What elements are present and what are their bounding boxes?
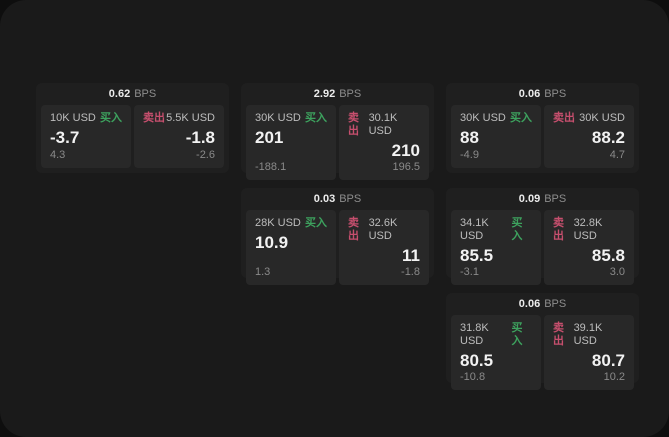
card-header: 0.06 BPS	[446, 293, 639, 315]
card-header: 0.03 BPS	[241, 188, 434, 210]
bps-unit-label: BPS	[544, 88, 567, 100]
bps-value: 2.92	[313, 88, 336, 100]
buy-amount: 30K USD	[255, 112, 301, 124]
buy-tile[interactable]: 10K USD 买入 -3.7 4.3	[41, 105, 131, 168]
buy-amount: 30K USD	[460, 112, 506, 124]
buy-price: 80.5	[460, 351, 494, 370]
buy-delta: -4.9	[460, 149, 479, 161]
quote-card: 0.06 BPS 31.8K USD 买入 80.5 -10.8 卖出 39.1…	[446, 293, 639, 390]
bps-unit-label: BPS	[544, 298, 567, 310]
buy-amount: 34.1K USD	[460, 217, 489, 242]
sell-delta: -1.8	[401, 266, 420, 278]
buy-delta: -10.8	[460, 371, 486, 383]
buy-price: -3.7	[50, 128, 80, 147]
buy-delta: -3.1	[460, 266, 479, 278]
sell-tile[interactable]: 卖出 32.8K USD 85.8 3.0	[544, 210, 634, 285]
buy-tile[interactable]: 30K USD 买入 201 -188.1	[246, 105, 336, 180]
buy-label: 买入	[100, 112, 122, 124]
sell-amount: 30K USD	[579, 112, 625, 124]
buy-label: 买入	[511, 322, 523, 347]
buy-delta: 4.3	[50, 149, 66, 161]
sell-delta: 196.5	[392, 161, 420, 173]
buy-tile[interactable]: 34.1K USD 买入 85.5 -3.1	[451, 210, 541, 285]
sell-price: 85.8	[591, 246, 625, 265]
buy-label: 买入	[305, 112, 327, 124]
quote-card: 2.92 BPS 30K USD 买入 201 -188.1 卖出 30.1K …	[241, 83, 434, 180]
card-header: 0.06 BPS	[446, 83, 639, 105]
bps-value: 0.06	[518, 88, 541, 100]
sell-price: 210	[391, 141, 420, 160]
sell-delta: -2.6	[196, 149, 215, 161]
sell-label: 卖出	[553, 322, 564, 347]
sell-amount: 39.1K USD	[573, 322, 603, 347]
sell-tile[interactable]: 卖出 32.6K USD 11 -1.8	[339, 210, 429, 285]
sell-tile[interactable]: 卖出 30K USD 88.2 4.7	[544, 105, 634, 168]
quote-card: 0.62 BPS 10K USD 买入 -3.7 4.3 卖出 5.5K USD…	[36, 83, 229, 173]
buy-price: 10.9	[255, 233, 289, 252]
bps-unit-label: BPS	[544, 193, 567, 205]
sell-label: 卖出	[143, 112, 165, 124]
buy-price: 85.5	[460, 246, 494, 265]
sell-delta: 3.0	[609, 266, 625, 278]
buy-label: 买入	[510, 112, 532, 124]
quote-card: 0.09 BPS 34.1K USD 买入 85.5 -3.1 卖出 32.8K…	[446, 188, 639, 285]
quote-card: 0.06 BPS 30K USD 买入 88 -4.9 卖出 30K USD 8…	[446, 83, 639, 173]
bps-value: 0.03	[313, 193, 336, 205]
sell-amount: 32.8K USD	[573, 217, 603, 242]
buy-amount: 31.8K USD	[460, 322, 489, 347]
sell-amount: 30.1K USD	[368, 112, 398, 137]
buy-tile[interactable]: 28K USD 买入 10.9 1.3	[246, 210, 336, 285]
sell-price: 80.7	[591, 351, 625, 370]
bps-unit-label: BPS	[339, 193, 362, 205]
sell-amount: 5.5K USD	[166, 112, 215, 124]
bps-value: 0.06	[518, 298, 541, 310]
card-header: 0.09 BPS	[446, 188, 639, 210]
card-header: 2.92 BPS	[241, 83, 434, 105]
sell-label: 卖出	[553, 112, 575, 124]
sell-price: 88.2	[591, 128, 625, 147]
buy-tile[interactable]: 30K USD 买入 88 -4.9	[451, 105, 541, 168]
bps-unit-label: BPS	[339, 88, 362, 100]
sell-delta: 4.7	[609, 149, 625, 161]
buy-label: 买入	[305, 217, 327, 229]
sell-tile[interactable]: 卖出 39.1K USD 80.7 10.2	[544, 315, 634, 390]
buy-amount: 28K USD	[255, 217, 301, 229]
buy-price: 88	[460, 128, 479, 147]
buy-delta: -188.1	[255, 161, 287, 173]
sell-label: 卖出	[348, 217, 359, 242]
quote-card: 0.03 BPS 28K USD 买入 10.9 1.3 卖出 32.6K US…	[241, 188, 434, 285]
buy-label: 买入	[511, 217, 523, 242]
buy-amount: 10K USD	[50, 112, 96, 124]
bps-unit-label: BPS	[134, 88, 157, 100]
buy-delta: 1.3	[255, 266, 271, 278]
bps-value: 0.62	[108, 88, 131, 100]
sell-amount: 32.6K USD	[368, 217, 398, 242]
bps-value: 0.09	[518, 193, 541, 205]
sell-price: -1.8	[185, 128, 215, 147]
sell-tile[interactable]: 卖出 5.5K USD -1.8 -2.6	[134, 105, 224, 168]
sell-price: 11	[402, 246, 420, 265]
buy-tile[interactable]: 31.8K USD 买入 80.5 -10.8	[451, 315, 541, 390]
sell-tile[interactable]: 卖出 30.1K USD 210 196.5	[339, 105, 429, 180]
sell-delta: 10.2	[603, 371, 625, 383]
sell-label: 卖出	[348, 112, 359, 137]
sell-label: 卖出	[553, 217, 564, 242]
buy-price: 201	[255, 128, 284, 147]
card-header: 0.62 BPS	[36, 83, 229, 105]
